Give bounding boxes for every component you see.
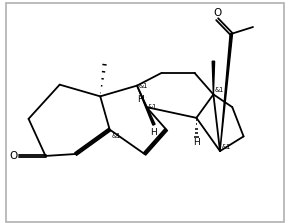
Text: &1: &1 bbox=[221, 144, 231, 150]
Polygon shape bbox=[137, 86, 155, 125]
Text: &1: &1 bbox=[148, 104, 157, 110]
Polygon shape bbox=[212, 61, 214, 94]
Text: &1: &1 bbox=[139, 83, 148, 89]
Text: O: O bbox=[213, 8, 221, 18]
Text: H: H bbox=[151, 128, 157, 137]
Text: &1: &1 bbox=[111, 132, 120, 138]
Text: O: O bbox=[9, 151, 18, 161]
Polygon shape bbox=[220, 34, 233, 151]
Text: H: H bbox=[193, 138, 200, 147]
Text: H: H bbox=[137, 95, 143, 104]
Text: &1: &1 bbox=[215, 87, 224, 93]
